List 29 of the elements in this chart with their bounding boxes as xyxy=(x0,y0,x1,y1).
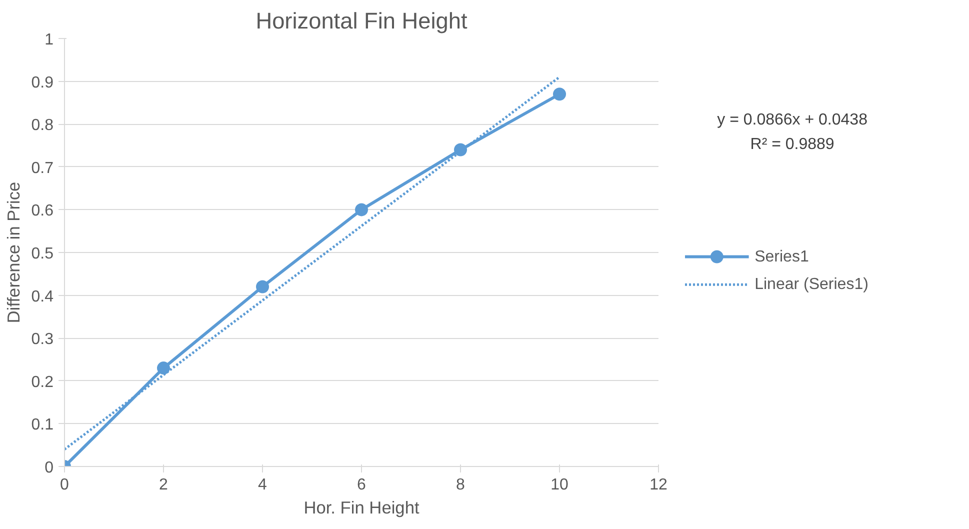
y-tick-label: 0.2 xyxy=(31,374,54,391)
y-tick-label: 0.5 xyxy=(31,246,54,262)
x-tick-label: 4 xyxy=(258,476,268,494)
text: y = 0.0866x + 0.0438 xyxy=(717,111,868,128)
y-tick-label: 0.1 xyxy=(31,416,54,434)
y-tick-label: 0.4 xyxy=(31,288,54,306)
y-tick-label: 0.7 xyxy=(31,160,54,177)
y-tick-label: 0.3 xyxy=(31,331,54,348)
legend-label: Series1 xyxy=(754,248,809,266)
point xyxy=(256,280,269,294)
point xyxy=(157,362,170,375)
y-axis-title: Difference in Price xyxy=(3,182,24,324)
legend-label: Linear (Series1) xyxy=(754,276,868,294)
y-tick-label: 1 xyxy=(44,32,54,48)
x-tick-label: 10 xyxy=(550,476,568,494)
x-tick-label: 6 xyxy=(357,476,366,494)
point xyxy=(553,88,566,101)
y-tick-label: 0.6 xyxy=(31,202,54,220)
x-tick-label: 8 xyxy=(456,476,466,494)
x-tick-label: 12 xyxy=(650,476,668,494)
point xyxy=(355,203,368,216)
y-tick-label: 0.8 xyxy=(31,117,54,134)
x-axis-title: Hor. Fin Height xyxy=(304,498,420,518)
y-tick-label: 0.9 xyxy=(31,74,54,92)
x-tick-label: 2 xyxy=(159,476,168,494)
y-tick-label: 0 xyxy=(44,460,54,476)
x-tick-label: 0 xyxy=(60,476,70,494)
text: R² = 0.9889 xyxy=(750,136,834,154)
chart-title: Horizontal Fin Height xyxy=(256,8,468,34)
